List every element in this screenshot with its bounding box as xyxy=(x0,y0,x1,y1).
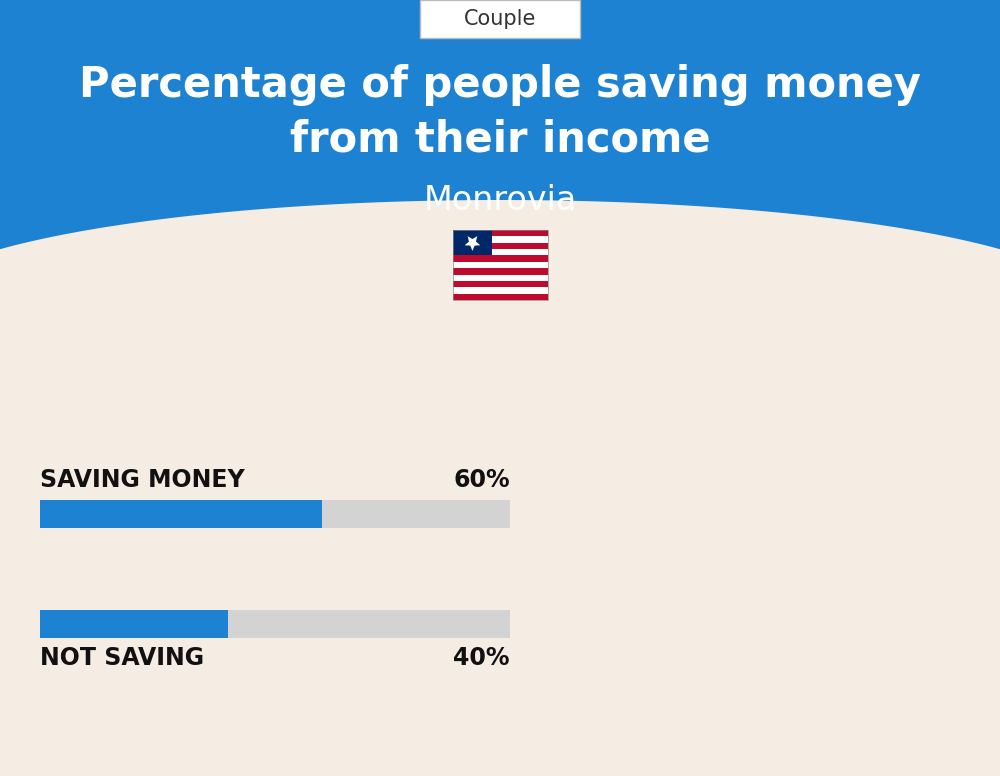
Bar xyxy=(452,243,548,249)
Text: from their income: from their income xyxy=(290,119,710,161)
Bar xyxy=(452,230,548,237)
Bar xyxy=(452,275,548,281)
Text: 40%: 40% xyxy=(454,646,510,670)
Polygon shape xyxy=(465,236,480,251)
Bar xyxy=(40,500,322,528)
Bar xyxy=(452,268,548,275)
Bar xyxy=(40,610,228,638)
Bar xyxy=(452,287,548,293)
Text: Percentage of people saving money: Percentage of people saving money xyxy=(79,64,921,106)
Bar xyxy=(452,281,548,287)
Bar xyxy=(40,610,510,638)
Bar xyxy=(452,230,492,255)
Bar xyxy=(452,293,548,300)
Bar xyxy=(452,255,548,262)
Polygon shape xyxy=(0,0,1000,310)
Text: Couple: Couple xyxy=(464,9,536,29)
Text: SAVING MONEY: SAVING MONEY xyxy=(40,468,245,492)
Bar xyxy=(40,500,510,528)
Text: NOT SAVING: NOT SAVING xyxy=(40,646,204,670)
Bar xyxy=(452,230,548,300)
Bar xyxy=(452,262,548,268)
Text: Monrovia: Monrovia xyxy=(423,183,577,217)
FancyBboxPatch shape xyxy=(420,0,580,38)
Text: 60%: 60% xyxy=(453,468,510,492)
Bar xyxy=(452,249,548,255)
Bar xyxy=(452,237,548,243)
